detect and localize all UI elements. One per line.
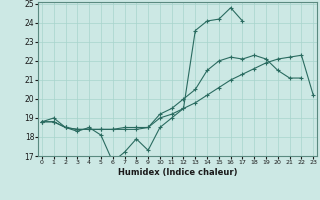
X-axis label: Humidex (Indice chaleur): Humidex (Indice chaleur) [118,168,237,177]
